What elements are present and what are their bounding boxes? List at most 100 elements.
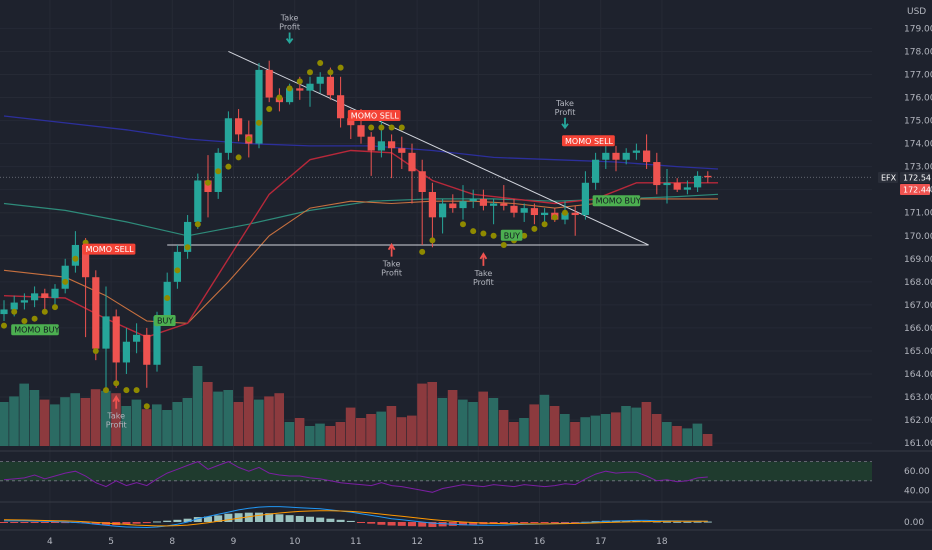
volume-bar (498, 410, 509, 446)
sar-dot (235, 154, 242, 161)
candle-body (377, 141, 385, 151)
macd-histogram-bar (622, 520, 631, 522)
sar-dot (256, 119, 262, 126)
macd-histogram-bar (285, 515, 294, 522)
candle-body (122, 341, 130, 363)
buy-signal-tag (500, 229, 523, 241)
volume-bar (50, 404, 60, 446)
sar-dot (133, 387, 140, 394)
macd-histogram-bar (428, 522, 437, 527)
volume-bar (9, 396, 19, 446)
macd-histogram-bar (306, 516, 314, 522)
candle-body (602, 152, 610, 160)
candle-body (20, 300, 28, 303)
take-profit-label: Take (555, 99, 574, 108)
last-price-label: 172.54 (903, 174, 931, 183)
rsi-tick-label: 40.00 (904, 486, 930, 496)
volume-bar (447, 390, 458, 446)
sar-dot (123, 387, 130, 394)
signal-annotations: MOMO BUY MOMO SELL BUY MOMO SELL BUY MOMO SEL… (11, 109, 641, 336)
candle-body (541, 212, 549, 216)
volume-bar (580, 417, 590, 446)
time-tick-label: 4 (47, 537, 53, 547)
macd-histogram-bar (357, 522, 365, 523)
take-profit-label: Profit (555, 108, 576, 117)
rsi-line (3, 461, 708, 493)
macd-histogram-bar (561, 522, 569, 523)
take-profit-label: Take (382, 260, 401, 269)
sar-dot (490, 232, 497, 239)
buy-signal-tag (11, 324, 59, 336)
price-tick-label: 164.00 (904, 370, 932, 380)
sar-dot (11, 308, 18, 315)
candle-body (347, 118, 355, 126)
candle-body (612, 152, 620, 160)
candle-body (490, 203, 498, 206)
take-profit-label: Profit (381, 269, 402, 278)
candle-body (10, 302, 18, 310)
volume-bar (172, 402, 182, 446)
currency-label: USD (907, 7, 926, 17)
buy-signal-tag (592, 195, 641, 207)
volume-bar (39, 399, 50, 446)
macd-histogram-bar (683, 521, 692, 523)
take-profit-label: Profit (279, 23, 300, 32)
volume-bar (141, 409, 152, 446)
candle-body (479, 198, 487, 206)
candle-body (326, 76, 334, 96)
time-axis[interactable]: 4 5 8 9 10 11 12 15 16 17 18 (47, 537, 668, 547)
macd-histogram-bar (193, 517, 202, 522)
sar-dot (337, 64, 344, 71)
volume-bar (682, 428, 692, 446)
volume-bars (0, 366, 713, 446)
price-tick-label: 162.00 (904, 416, 932, 426)
price-tick-label: 166.00 (904, 324, 932, 334)
candle-body (255, 69, 263, 144)
macd-histogram-bar (30, 522, 39, 523)
macd-histogram-bar (540, 522, 549, 523)
time-tick-label: 18 (656, 537, 668, 547)
macd-histogram-bar (387, 522, 396, 526)
macd-histogram-bar (693, 521, 702, 523)
volume-bar (611, 412, 621, 446)
candle-body (224, 118, 232, 153)
volume-bar (345, 407, 356, 446)
macd-histogram-bar (510, 522, 518, 524)
time-tick-label: 11 (350, 537, 361, 547)
macd-histogram-bar (469, 522, 478, 525)
volume-bar (274, 393, 284, 446)
price-tick-label: 173.00 (904, 163, 932, 173)
candle-body (357, 125, 365, 137)
candle-body (673, 182, 681, 190)
signal-label: MOMO SELL (351, 111, 400, 120)
macd-histogram-bar (234, 513, 243, 522)
macd-line (3, 506, 708, 529)
volume-bar (529, 404, 539, 446)
macd-histogram-bar (703, 521, 712, 523)
volume-bar (80, 398, 91, 446)
macd-tick-label: 0.00 (904, 518, 924, 528)
volume-bar (243, 386, 254, 446)
volume-bar (560, 414, 570, 446)
volume-bar (356, 418, 366, 446)
sar-dot (92, 347, 99, 354)
signal-label: MOMO SELL (565, 137, 614, 146)
arrow-up-icon (387, 242, 396, 257)
macd-histogram-bar (571, 522, 580, 523)
price-tick-label: 165.00 (904, 347, 932, 357)
candle-body (643, 150, 651, 163)
macd-histogram-bar (367, 522, 376, 524)
macd-histogram-bar (663, 521, 671, 523)
candle-body (367, 136, 375, 151)
price-tick-label: 168.00 (904, 278, 932, 288)
price-tick-label: 171.00 (904, 209, 932, 219)
macd-histogram-bar (418, 522, 427, 527)
sar-dot (398, 124, 405, 131)
volume-bar (294, 418, 305, 446)
price-tick-label: 174.00 (904, 140, 932, 150)
macd-histogram-bar (51, 522, 59, 523)
volume-bar (182, 398, 193, 446)
volume-bar (590, 415, 601, 446)
